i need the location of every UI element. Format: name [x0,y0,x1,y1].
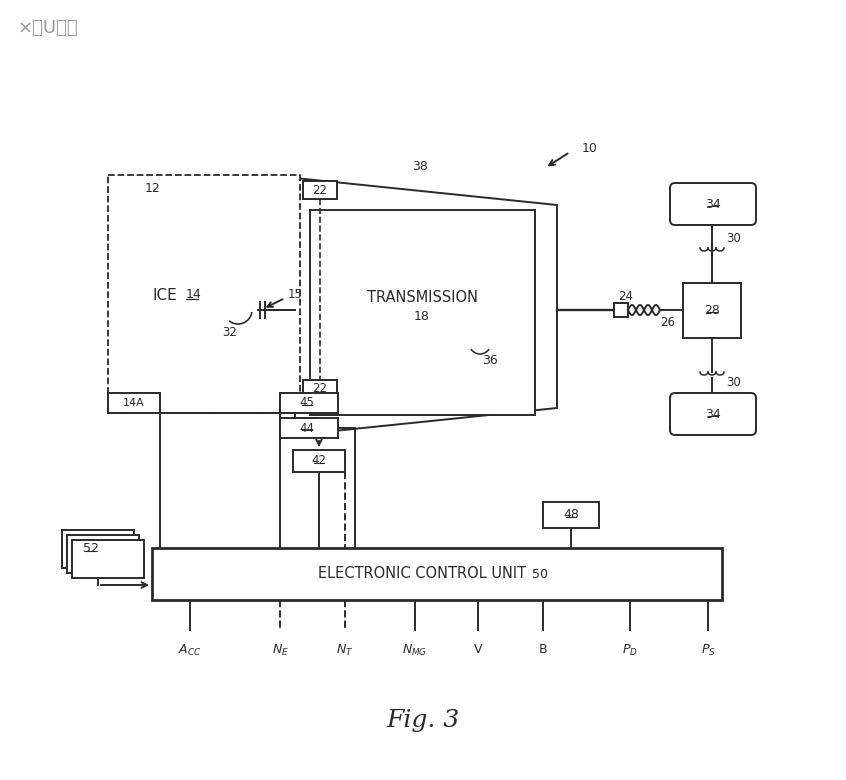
Text: 50: 50 [532,568,548,580]
Text: 22: 22 [312,183,327,197]
Bar [683,283,741,338]
Text: 36: 36 [482,353,498,367]
Text: TRANSMISSION: TRANSMISSION [366,289,477,304]
Bar [310,210,535,415]
Text: 42: 42 [311,455,327,467]
Bar [543,502,599,528]
Text: $P_D$: $P_D$ [622,643,638,658]
Bar [72,540,144,578]
Text: 45: 45 [299,396,315,410]
Text: 26: 26 [660,315,675,328]
Bar [62,530,134,568]
Text: 30: 30 [726,375,741,388]
Text: 22: 22 [312,382,327,395]
Text: 18: 18 [414,310,430,324]
Bar [108,393,160,413]
Text: 28: 28 [704,303,720,317]
Text: 44: 44 [299,421,315,434]
Bar [280,418,338,438]
Text: 38: 38 [412,161,428,173]
Text: Fig. 3: Fig. 3 [387,708,459,732]
Text: 34: 34 [705,197,721,211]
Text: $N_E$: $N_E$ [272,643,288,658]
Bar [108,175,300,413]
Text: 34: 34 [705,407,721,420]
Text: 48: 48 [563,509,579,522]
Text: 14A: 14A [124,398,145,408]
Text: 32: 32 [222,327,238,339]
Text: $A_{CC}$: $A_{CC}$ [179,643,201,658]
Text: 14: 14 [186,289,201,302]
Text: 10: 10 [582,141,598,154]
Bar [293,450,345,472]
Bar [152,548,722,600]
Bar [67,535,139,573]
FancyBboxPatch shape [670,393,756,435]
Polygon shape [295,178,557,435]
Bar [614,303,628,317]
Text: 52: 52 [83,543,99,555]
Text: 24: 24 [618,289,633,303]
FancyBboxPatch shape [670,183,756,225]
Text: ×在U爱车: ×在U爱车 [18,19,79,37]
Bar [280,393,338,413]
Bar [303,181,337,199]
Text: V: V [474,643,482,656]
Text: $P_S$: $P_S$ [700,643,716,658]
Text: $N_T$: $N_T$ [337,643,354,658]
Text: 15: 15 [288,289,303,302]
Bar [303,380,337,398]
Text: ELECTRONIC CONTROL UNIT: ELECTRONIC CONTROL UNIT [318,566,526,582]
Text: 12: 12 [145,182,161,194]
Text: $N_{MG}$: $N_{MG}$ [403,643,427,658]
Text: ICE: ICE [152,288,177,303]
Text: B: B [539,643,547,656]
Text: 30: 30 [726,232,741,244]
